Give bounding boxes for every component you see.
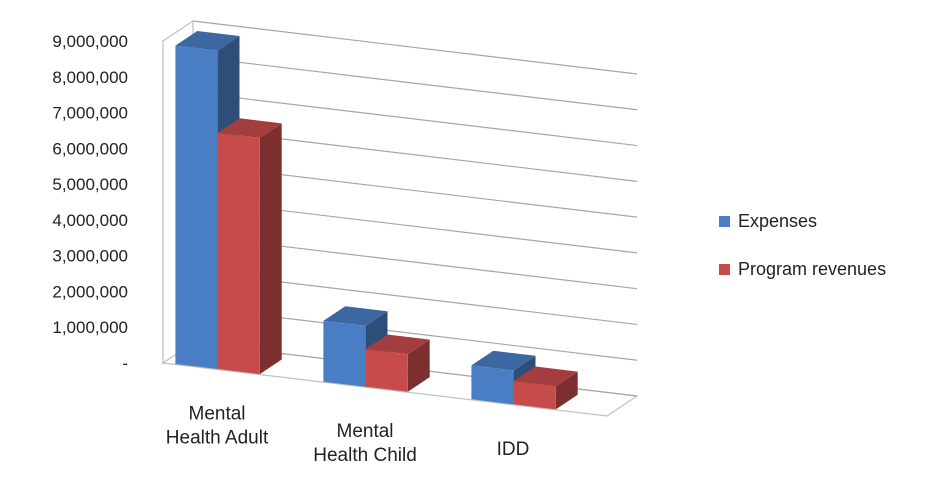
bars [175,31,578,410]
bar-front [217,132,260,375]
bar-front [513,381,556,410]
y-tick-label: 3,000,000 [52,247,128,266]
x-tick-label: Mental Health Adult [166,403,269,448]
bar-top [365,334,430,355]
bar-side [259,123,282,375]
gridline [192,91,638,147]
bar-front [175,45,218,369]
legend-item: Program revenues [719,259,886,279]
legend-label: Program revenues [738,259,886,279]
y-axis-ticks: - 1,000,000 2,000,000 3,000,000 4,000,000 5,0… [52,32,128,373]
bar-front [323,320,366,387]
x-axis-labels: Mental Health Adult Mental Health Child IDD [166,403,530,466]
gridline [192,20,638,75]
legend-label: Expenses [738,211,817,231]
bar-top [175,31,240,51]
y-tick-label: 1,000,000 [52,318,128,337]
y-tick-label: 4,000,000 [52,211,128,230]
bar-side [407,339,430,392]
y-tick-label: 2,000,000 [52,282,128,301]
bar [513,366,578,410]
bar [217,118,282,375]
x-tick-label: Mental Health Child [313,421,417,466]
legend-item: Expenses [719,211,817,231]
bar [471,350,536,405]
bar-top [323,306,388,326]
bar-front [471,365,514,405]
bar [365,334,430,392]
gridline [192,56,638,111]
bar-side [555,371,578,410]
legend-swatch [719,216,730,227]
bar-top [217,118,282,138]
y-tick-label: 5,000,000 [52,175,128,194]
legend-swatch [719,264,730,275]
bar-top [471,350,536,371]
y-tick-label: 8,000,000 [52,68,128,87]
y-tick-label: 9,000,000 [52,32,128,51]
bar-front [365,349,408,392]
y-tick-label: - [122,354,128,373]
x-tick-label: IDD [497,439,530,460]
legend: Expenses Program revenues [719,211,886,279]
y-tick-label: 6,000,000 [52,139,128,158]
y-tick-label: 7,000,000 [52,104,128,123]
bar-top [513,366,578,387]
